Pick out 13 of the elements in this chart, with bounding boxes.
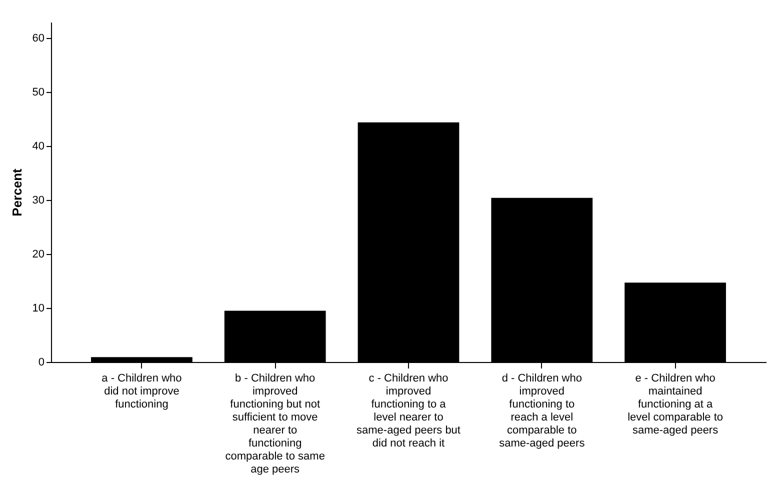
x-tick-label: c - Children who improved functioning to a level nearer to same-aged peers but did not reach it [356, 372, 460, 450]
y-axis-title: Percent [9, 168, 24, 216]
y-tick-label: 60 [32, 32, 44, 45]
y-tick-label: 20 [32, 248, 44, 261]
y-tick-label: 30 [32, 194, 44, 207]
y-tick-label: 10 [32, 302, 44, 315]
x-tick-label: d - Children who improved functioning to reach a level comparable to same-aged peers [499, 372, 586, 450]
y-tick-label: 40 [32, 140, 44, 153]
y-tick-label: 0 [38, 356, 44, 368]
x-tick-label: e - Children who maintained functioning at a level comparable to same-aged peers [628, 372, 723, 436]
y-tick-label: 50 [32, 86, 44, 99]
x-tick-label: a - Children who did not improve functioning [102, 372, 182, 410]
x-tick-label: b - Children who improved functioning but not sufficient to move nearer to functioning comparable to same age peers [225, 372, 325, 476]
